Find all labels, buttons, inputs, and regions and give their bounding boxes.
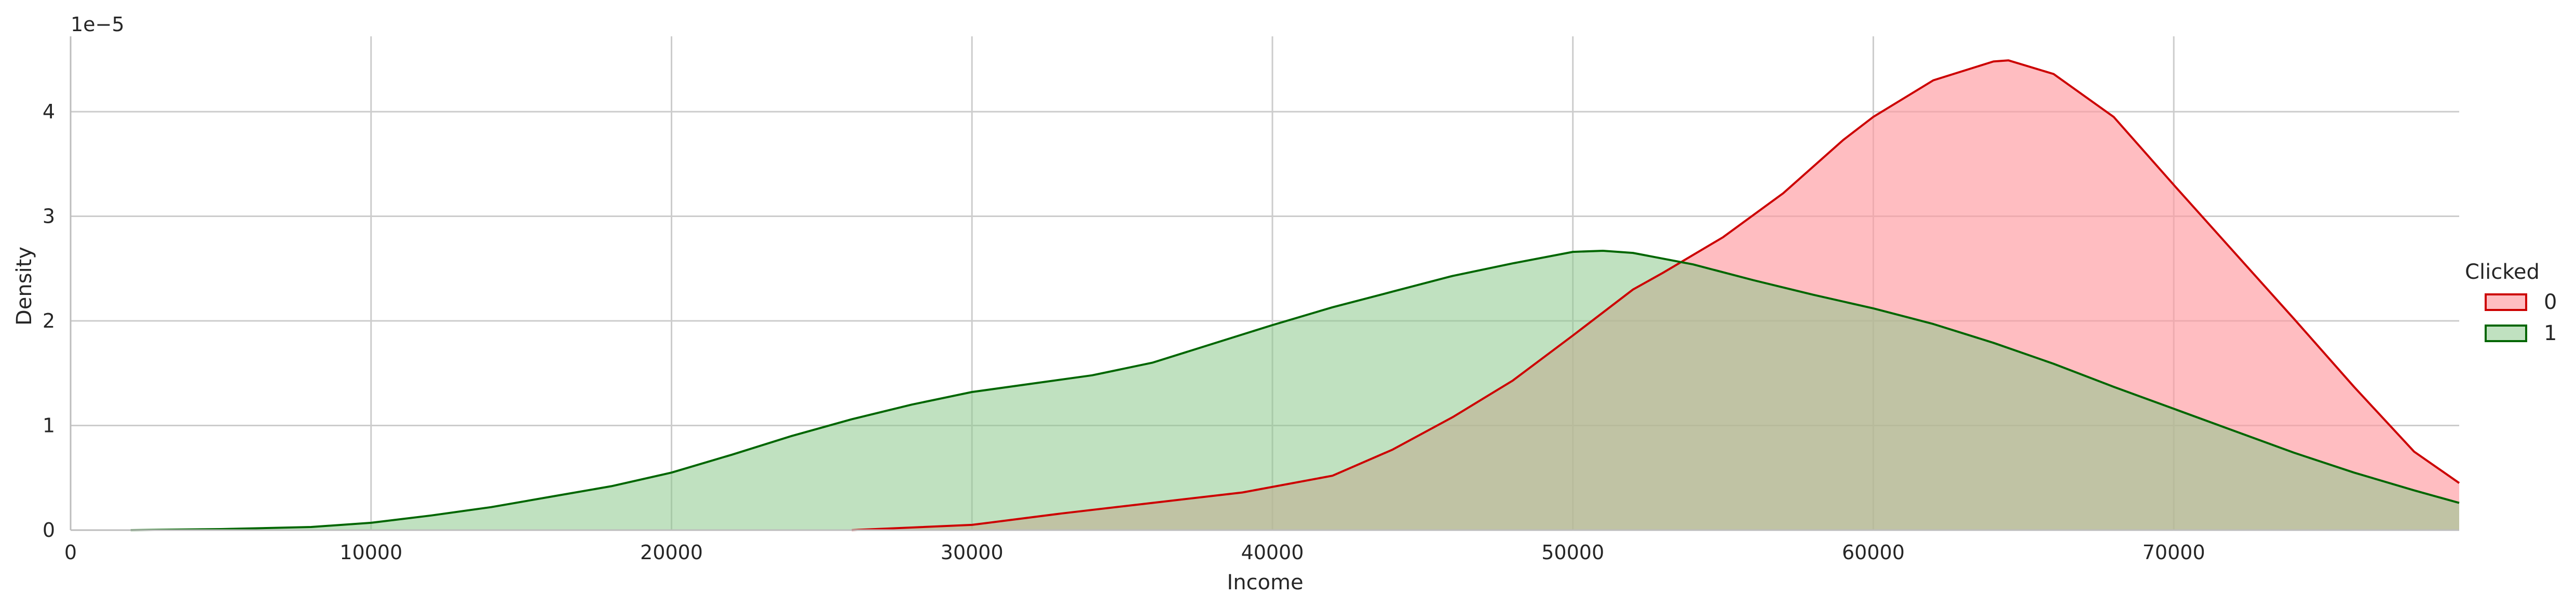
y-tick-label: 4 — [43, 100, 55, 123]
series-line-0 — [851, 59, 2460, 531]
x-tick-label: 40000 — [1241, 541, 1304, 564]
y-axis-label: Density — [12, 247, 36, 326]
y-tick-label: 0 — [43, 519, 55, 542]
legend-swatch-1 — [2485, 325, 2527, 342]
tick-labels: 0 10000 20000 30000 40000 50000 60000 70000 0 1 2 3… — [43, 100, 2205, 564]
legend: Clicked 0 1 — [2465, 260, 2557, 345]
x-axis-label: Income — [1227, 571, 1303, 595]
density-lines — [130, 59, 2460, 531]
axes — [70, 36, 2459, 531]
legend-label-1: 1 — [2544, 321, 2557, 345]
y-tick-label: 3 — [43, 205, 55, 228]
y-scale-label: 1e−5 — [71, 13, 125, 36]
y-tick-label: 2 — [43, 309, 55, 332]
legend-title: Clicked — [2465, 260, 2540, 284]
density-fills — [130, 60, 2459, 531]
legend-label-0: 0 — [2544, 290, 2557, 314]
series-fill-1 — [130, 251, 2459, 530]
x-tick-label: 60000 — [1842, 541, 1905, 564]
x-tick-label: 0 — [64, 541, 77, 564]
series-line-1 — [130, 250, 2460, 531]
x-tick-label: 10000 — [340, 541, 402, 564]
x-tick-label: 30000 — [941, 541, 1004, 564]
x-tick-label: 70000 — [2143, 541, 2205, 564]
y-tick-label: 1 — [43, 414, 55, 437]
x-tick-label: 50000 — [1541, 541, 1604, 564]
legend-swatch-0 — [2485, 293, 2527, 311]
x-tick-label: 20000 — [640, 541, 703, 564]
